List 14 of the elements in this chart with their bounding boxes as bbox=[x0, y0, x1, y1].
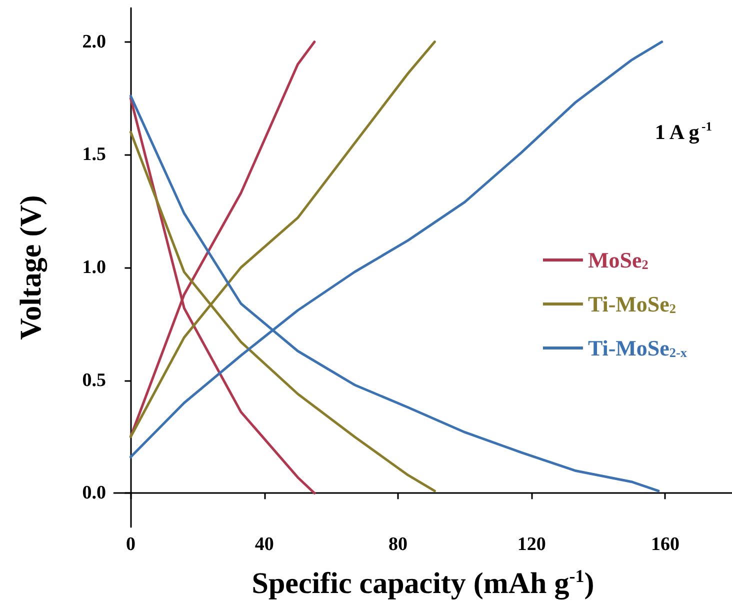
x-tick-label: 0 bbox=[126, 534, 136, 555]
x-tick-label: 160 bbox=[650, 534, 680, 555]
y-tick-label: 1.5 bbox=[82, 144, 106, 166]
y-tick-label: 0.5 bbox=[82, 370, 106, 391]
legend-label: Ti-MoSe2-x bbox=[588, 336, 688, 360]
legend-label: Ti-MoSe2 bbox=[588, 292, 676, 316]
x-tick-label: 80 bbox=[388, 534, 408, 555]
y-tick-label: 2.0 bbox=[82, 31, 106, 52]
x-tick-label: 40 bbox=[254, 534, 274, 555]
y-tick-label: 1.0 bbox=[82, 257, 106, 278]
y-tick-label: 0.0 bbox=[82, 482, 106, 504]
legend-label: MoSe2 bbox=[588, 248, 649, 272]
x-tick-label: 120 bbox=[517, 534, 546, 555]
y-axis-title: Voltage (V) bbox=[14, 195, 48, 340]
